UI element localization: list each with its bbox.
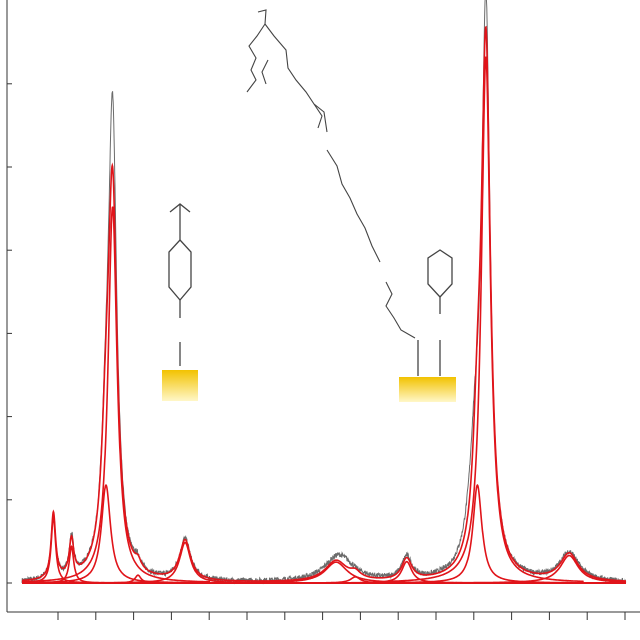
gold-substrate-left xyxy=(162,370,198,401)
fit-envelope-line xyxy=(22,25,626,582)
long-chain-ester-molecule-icon xyxy=(246,9,416,339)
fit-components-group xyxy=(21,56,626,584)
axes-group xyxy=(6,0,640,620)
measured-spectrum-line xyxy=(21,0,627,585)
fit-component-peak xyxy=(388,56,584,583)
fit-component-peak xyxy=(65,541,305,584)
x-tick-marks xyxy=(57,612,626,620)
y-tick-marks xyxy=(7,83,12,584)
gold-substrate-right xyxy=(399,377,456,402)
phenyl-molecule-icon xyxy=(417,249,453,376)
phenyl-vinyl-molecule-icon xyxy=(168,203,192,366)
